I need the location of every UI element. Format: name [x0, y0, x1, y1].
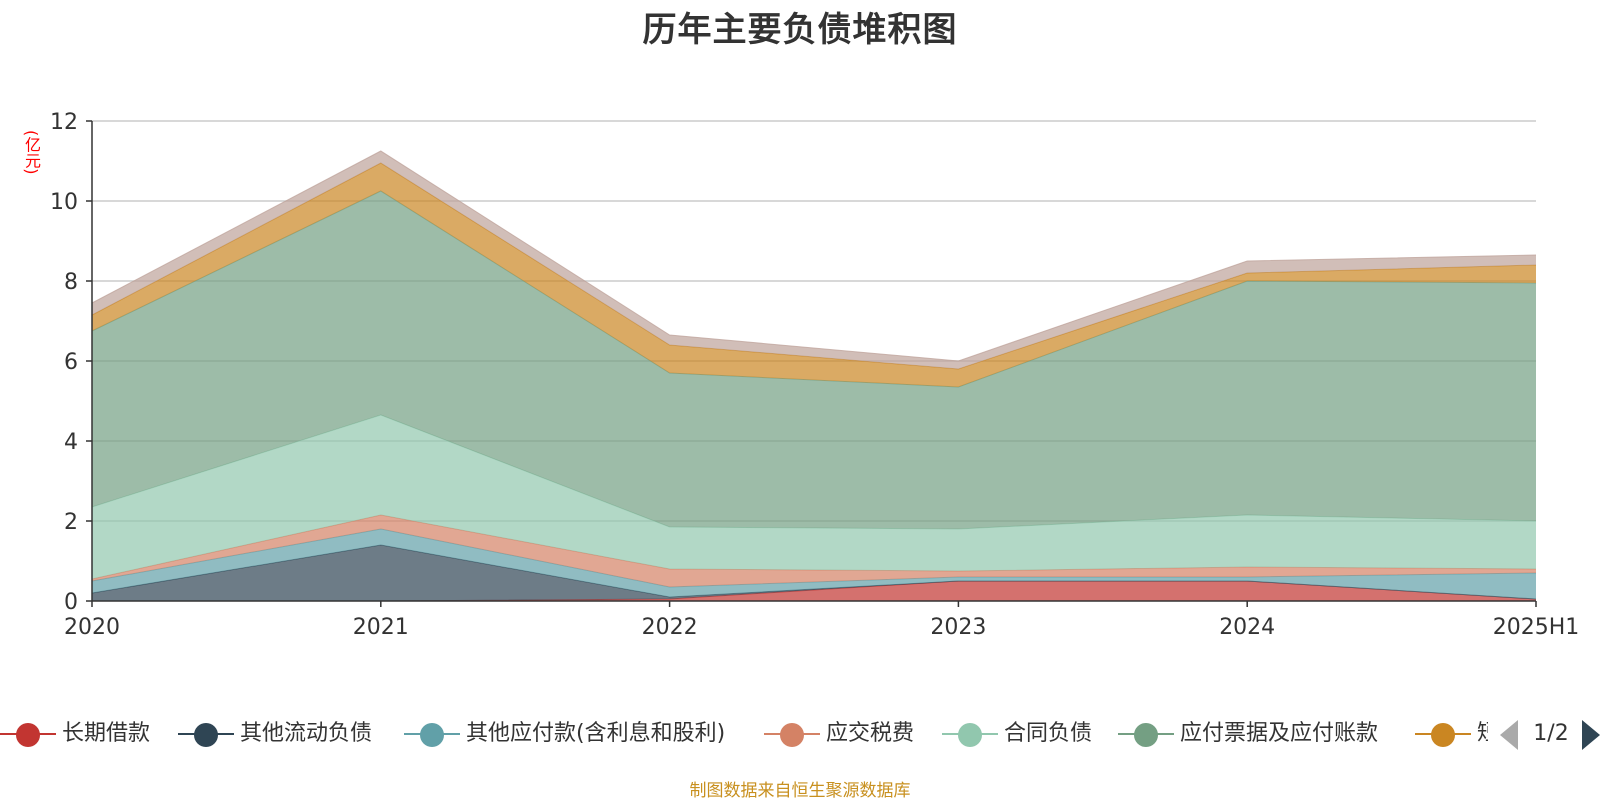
x-tick-label: 2022	[642, 615, 698, 640]
legend-circle-icon	[1431, 723, 1455, 747]
legend-circle-icon	[194, 723, 218, 747]
legend-label: 合同负债	[1004, 721, 1093, 746]
legend-page-indicator: 1/2	[1533, 721, 1569, 746]
x-tick-label: 2020	[64, 615, 120, 640]
legend-next-page-icon[interactable]	[1582, 720, 1600, 750]
legend-label: 短期借款	[1477, 718, 1488, 750]
legend-circle-icon	[1134, 723, 1158, 747]
tick-labels: 0 2 4 6 8 10 12 2020 2021 2022 2023 2024 2025H1	[50, 110, 1579, 640]
area-series-7	[92, 163, 1536, 387]
chart-plot: 0 2 4 6 8 10 12 2020 2021 2022 2023 2024 2025H1	[50, 110, 1579, 640]
area-series-1	[92, 581, 1536, 601]
y-tick-label: 4	[64, 430, 78, 455]
legend-label: 应付票据及应付账款	[1180, 721, 1379, 746]
area-series-3	[92, 529, 1536, 599]
x-tick-label: 2025H1	[1493, 615, 1580, 640]
x-tick-label: 2023	[930, 615, 986, 640]
area-series-2	[92, 545, 1536, 601]
area-series-5	[92, 415, 1536, 579]
legend: 长期借款 其他流动负债 其他应付款(含利息和股利) 应交税费 合同负债 应付票据及应付账款…	[0, 712, 1488, 756]
legend-label: 长期借款	[62, 721, 151, 746]
y-tick-label: 10	[50, 190, 78, 215]
x-tick-label: 2024	[1219, 615, 1275, 640]
legend-label: 其他应付款(含利息和股利)	[466, 721, 726, 746]
y-tick-label: 6	[64, 350, 78, 375]
legend-label: 其他流动负债	[240, 721, 373, 746]
legend-circle-icon	[958, 723, 982, 747]
axes	[86, 120, 1537, 607]
y-tick-label: 0	[64, 590, 78, 615]
chart-title: 历年主要负债堆积图	[642, 10, 958, 50]
area-series-4	[92, 515, 1536, 587]
legend-circle-icon	[16, 723, 40, 747]
legend-pager: 1/2	[1500, 716, 1600, 752]
data-source-note: 制图数据来自恒生聚源数据库	[689, 781, 911, 801]
area-series-6	[92, 191, 1536, 529]
legend-prev-page-icon[interactable]	[1500, 720, 1518, 750]
y-tick-label: 2	[64, 510, 78, 535]
legend-circle-icon	[780, 723, 804, 747]
x-tick-label: 2021	[353, 615, 409, 640]
y-tick-label: 12	[50, 110, 78, 135]
legend-label: 应交税费	[826, 721, 915, 746]
legend-circle-icon	[420, 723, 444, 747]
y-axis-unit-label: (亿元)	[22, 129, 41, 175]
area-series-8	[92, 151, 1536, 369]
y-tick-label: 8	[64, 270, 78, 295]
area-series-group	[91, 150, 1537, 602]
area-series-line-8	[91, 150, 1537, 362]
